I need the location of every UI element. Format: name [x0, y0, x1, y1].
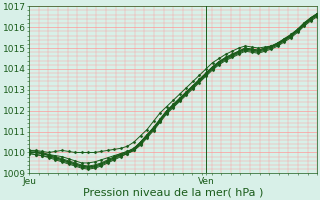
X-axis label: Pression niveau de la mer( hPa ): Pression niveau de la mer( hPa ) — [83, 187, 263, 197]
